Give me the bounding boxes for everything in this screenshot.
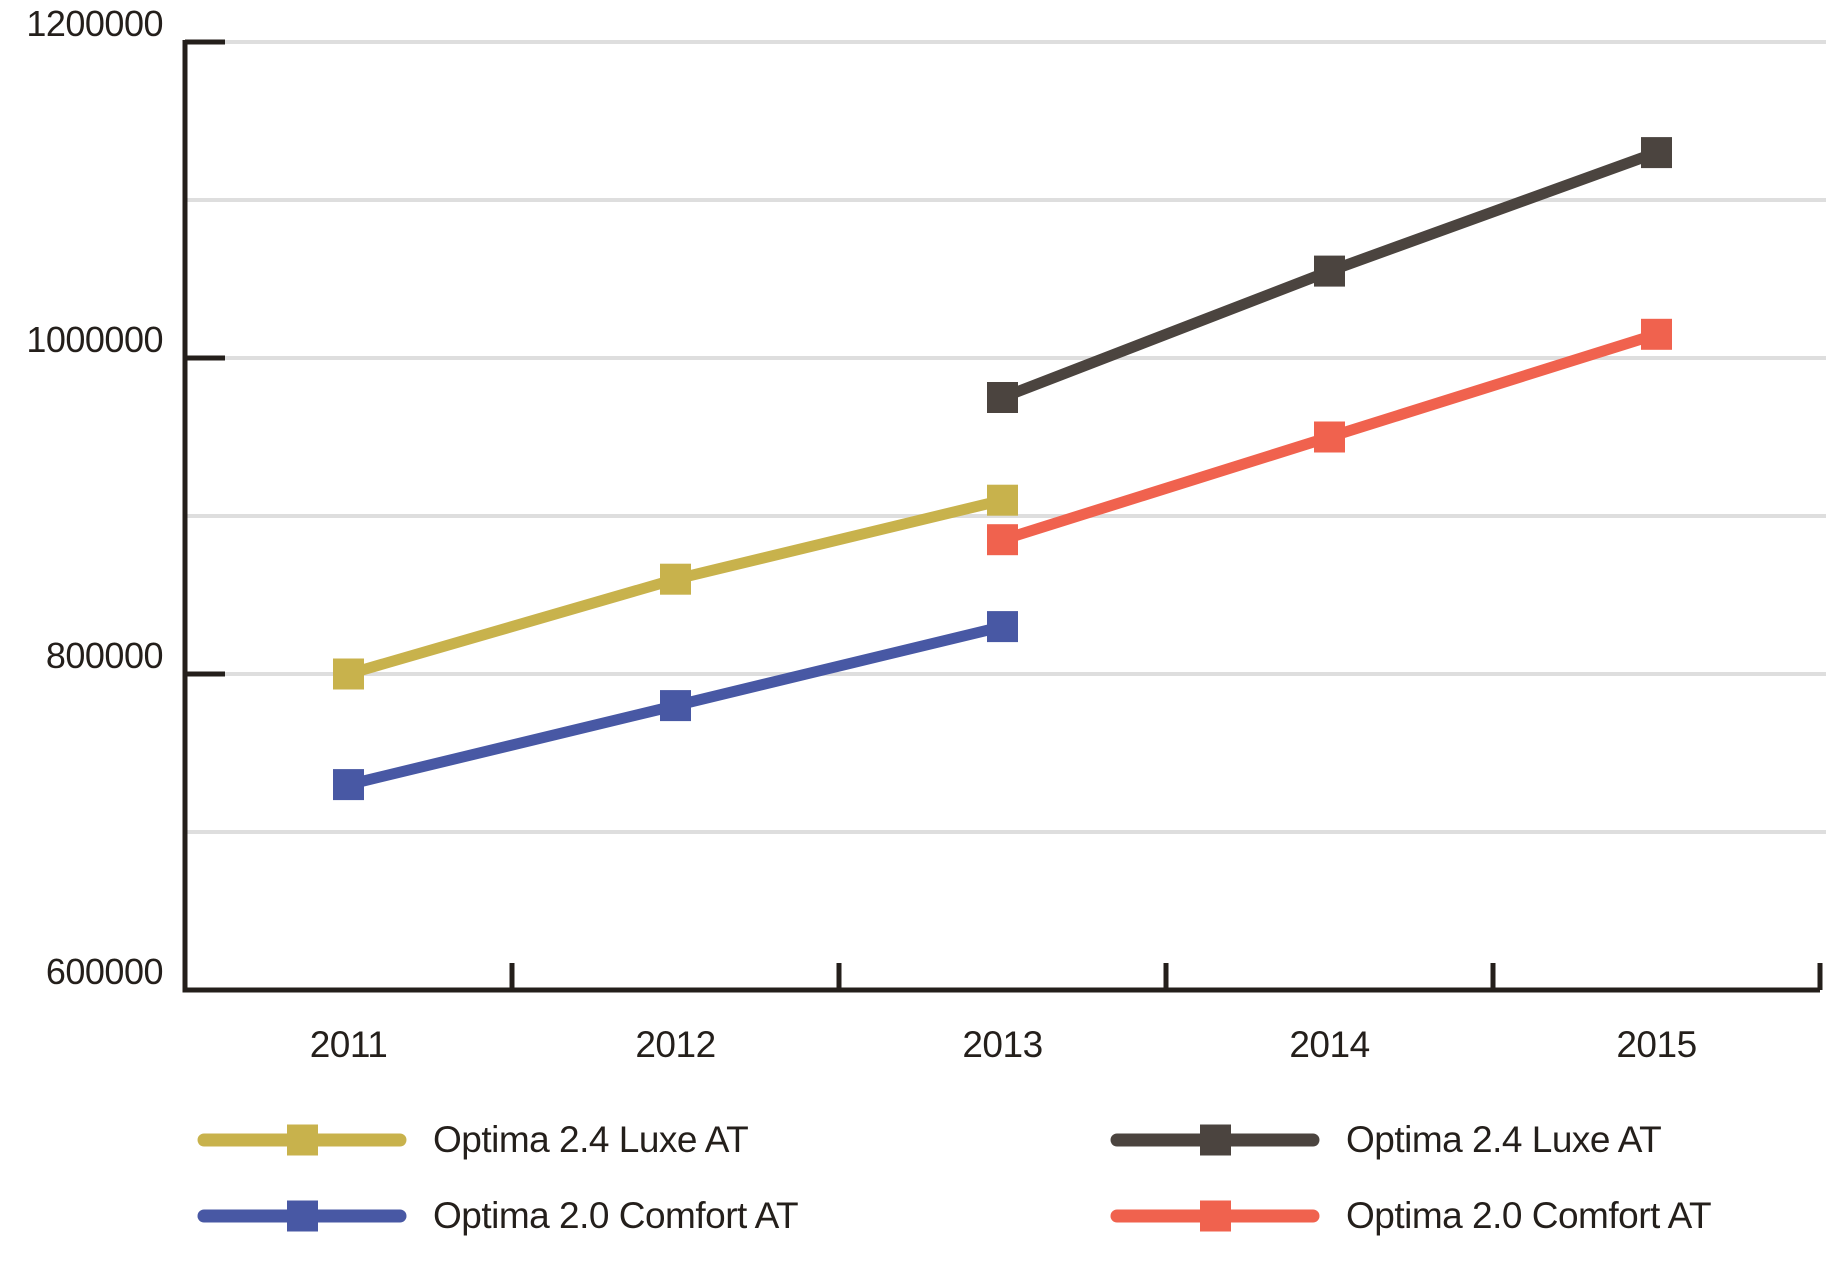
data-point-marker [987, 382, 1018, 413]
data-point-marker [987, 484, 1018, 516]
legend-item-optima-24-luxe-gold: Optima 2.4 Luxe AT [197, 1118, 749, 1162]
legend-line-marker-sample [197, 1200, 407, 1232]
x-axis-tick-label: 2014 [1289, 1024, 1370, 1065]
data-point-marker [987, 524, 1018, 556]
data-point-marker [1641, 137, 1672, 169]
legend-label: Optima 2.0 Comfort AT [1346, 1195, 1712, 1236]
plot-area [182, 39, 1826, 993]
legend-line-marker-sample [1110, 1200, 1320, 1232]
legend-item-optima-24-luxe-dark: Optima 2.4 Luxe AT [1110, 1118, 1662, 1162]
y-axis-tick-label: 600000 [45, 951, 164, 992]
legend-item-optima-20-comfort-blue: Optima 2.0 Comfort AT [197, 1194, 799, 1238]
data-point-marker [1641, 318, 1672, 350]
y-axis-tick-label: 1200000 [26, 3, 163, 44]
data-point-marker [333, 658, 364, 690]
data-point-marker [333, 769, 364, 801]
data-point-marker [987, 611, 1018, 643]
x-axis-tick-label: 2015 [1616, 1024, 1697, 1065]
data-point-marker [660, 563, 691, 595]
legend-item-optima-20-comfort-red: Optima 2.0 Comfort AT [1110, 1194, 1712, 1238]
legend-line-marker-sample [1110, 1124, 1320, 1156]
x-axis-tick-label: 2012 [635, 1024, 716, 1065]
legend-label: Optima 2.0 Comfort AT [433, 1195, 799, 1236]
y-axis-tick-label: 800000 [45, 635, 164, 676]
data-point-marker [1314, 421, 1345, 453]
legend-label: Optima 2.4 Luxe AT [433, 1119, 749, 1160]
x-axis-tick-label: 2013 [962, 1024, 1043, 1065]
y-axis-tick-label: 1000000 [26, 319, 163, 360]
data-point-marker [1314, 255, 1345, 287]
legend-line-marker-sample [197, 1124, 407, 1156]
x-axis-tick-label: 2011 [309, 1024, 388, 1065]
legend-label: Optima 2.4 Luxe AT [1346, 1119, 1662, 1160]
data-point-marker [660, 690, 691, 722]
